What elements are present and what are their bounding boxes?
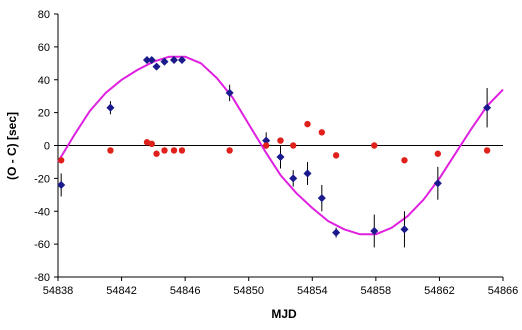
y-tick-label: 40 <box>38 75 50 87</box>
diamond-point <box>177 56 186 65</box>
diamond-point <box>317 194 326 203</box>
x-tick-label: 54858 <box>361 285 392 297</box>
y-tick-label: -40 <box>34 206 50 218</box>
circle-point <box>483 147 491 154</box>
circle-point <box>170 147 178 154</box>
circle-point <box>290 142 297 149</box>
x-tick-label: 54846 <box>170 285 201 297</box>
fit-curve <box>57 55 504 236</box>
x-tick-label: 54838 <box>43 285 74 297</box>
circle-point <box>148 140 155 148</box>
diamond-point <box>332 228 341 237</box>
circle-point <box>332 152 340 159</box>
circle-point <box>371 142 378 149</box>
circle-point <box>401 157 408 164</box>
diamond-point <box>57 180 66 189</box>
diamond-point <box>276 152 285 162</box>
diamond-point <box>303 169 312 178</box>
y-axis-label: (O - C) [sec] <box>5 112 19 180</box>
y-tick-label: -20 <box>34 173 50 185</box>
points-group <box>57 56 492 237</box>
x-axis-label: MJD <box>271 307 297 321</box>
diamond-point <box>289 174 298 183</box>
diamond-point <box>169 56 179 65</box>
circle-point <box>434 150 442 157</box>
diamond-point <box>160 57 169 66</box>
circle-point <box>318 129 326 136</box>
axis-labels-group: MJD (O - C) [sec] <box>5 112 297 321</box>
circle-point <box>304 120 311 128</box>
diamond-point <box>483 103 492 112</box>
axes-group: -80 -60 -40 -20 0 20 40 60 80 54838 54842 54846 5485… <box>34 9 518 297</box>
x-tick-label: 54866 <box>488 285 519 297</box>
fit-curve-group <box>57 55 504 236</box>
y-tick-label: -60 <box>34 239 50 251</box>
circle-point <box>107 147 114 154</box>
x-tick-label: 54842 <box>106 285 137 297</box>
x-tick-label: 54854 <box>297 285 328 297</box>
circle-point <box>161 147 168 154</box>
error-bars-group <box>60 56 488 248</box>
circle-point <box>178 147 186 154</box>
circle-point <box>153 150 160 157</box>
x-tick-label: 54862 <box>424 285 455 297</box>
diamond-point <box>370 226 379 235</box>
circle-point <box>226 147 233 154</box>
diamond-point <box>147 56 156 65</box>
circle-point <box>262 142 270 149</box>
circle-point <box>277 137 284 144</box>
diamond-point <box>152 62 161 71</box>
x-tick-label: 54850 <box>233 285 264 297</box>
y-tick-label: 0 <box>44 141 50 153</box>
circle-point <box>57 157 65 164</box>
diamond-point <box>433 179 442 188</box>
diamond-point <box>400 225 409 234</box>
y-tick-label: -80 <box>34 272 50 284</box>
y-tick-label: 80 <box>38 9 50 21</box>
diamond-point <box>106 103 115 112</box>
diamond-point <box>225 88 234 97</box>
y-tick-label: 60 <box>38 42 50 54</box>
y-tick-label: 20 <box>38 108 50 120</box>
